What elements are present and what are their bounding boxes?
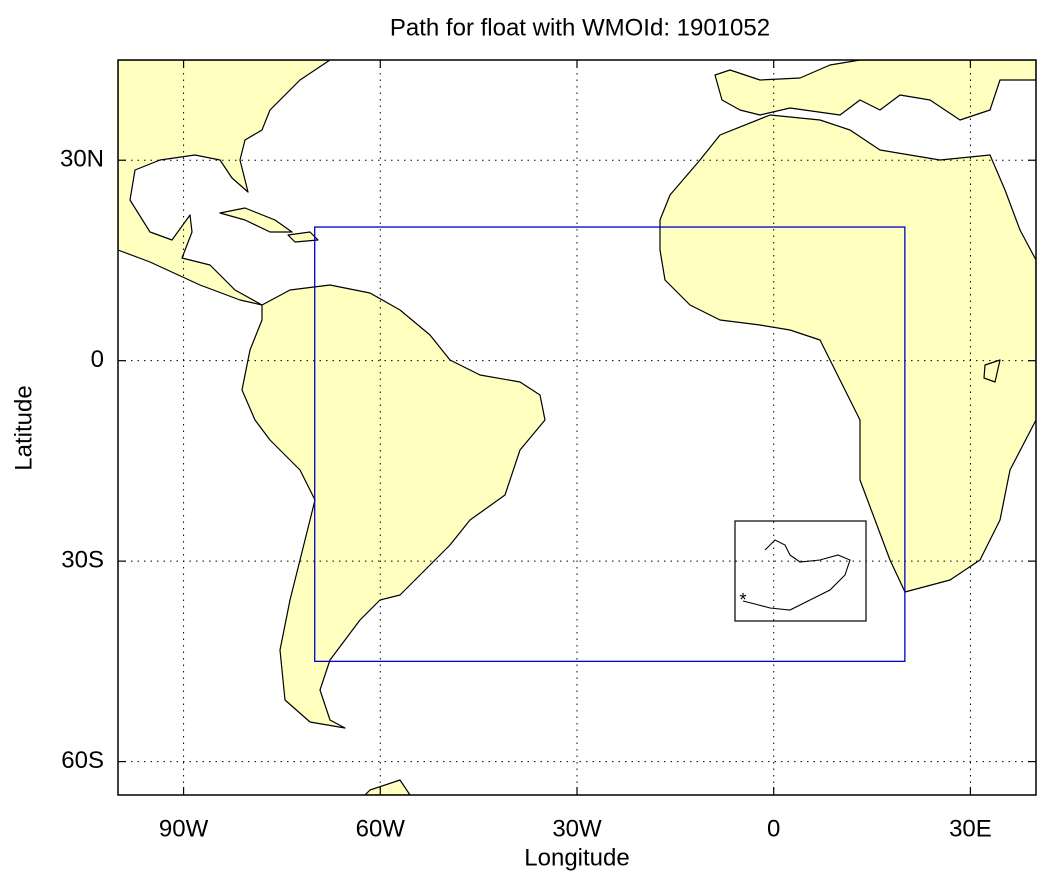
x-tick-label: 90W xyxy=(159,815,209,842)
x-tick-label: 30E xyxy=(949,815,992,842)
hispaniola xyxy=(287,231,319,243)
y-tick-label: 30S xyxy=(61,546,104,573)
chart-title: Path for float with WMOId: 1901052 xyxy=(390,14,770,41)
y-tick-label: 30N xyxy=(60,146,104,173)
float-inset: * xyxy=(734,520,867,622)
float-path xyxy=(742,539,851,611)
north-america xyxy=(118,60,331,306)
africa xyxy=(659,114,1036,593)
inset-frame xyxy=(734,520,867,622)
antarctic-islands xyxy=(364,779,411,795)
cuba xyxy=(219,207,293,233)
europe xyxy=(714,60,1036,121)
south-america xyxy=(241,284,546,729)
x-tick-label: 60W xyxy=(356,815,406,842)
region-box xyxy=(314,226,906,663)
float-start-marker: * xyxy=(739,590,746,610)
y-tick-label: 60S xyxy=(61,747,104,774)
x-tick-label: 30W xyxy=(552,815,602,842)
madagascar xyxy=(983,359,1001,383)
y-tick-label: 0 xyxy=(91,346,104,373)
land-layer xyxy=(118,60,1036,795)
y-axis-label: Latitude xyxy=(10,385,37,470)
x-tick-label: 0 xyxy=(767,815,780,842)
x-axis-label: Longitude xyxy=(524,844,629,871)
